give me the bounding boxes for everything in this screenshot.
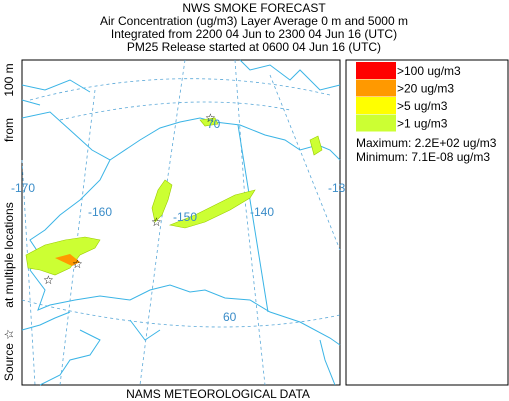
coastline — [319, 339, 336, 386]
meridian — [139, 59, 186, 386]
coastline — [21, 79, 91, 106]
legend: >100 ug/m3 >20 ug/m3 >5 ug/m3 >1 ug/m3 — [356, 62, 461, 132]
legend-minimum: Minimum: 7.1E-08 ug/m3 — [356, 150, 490, 164]
legend-frame — [345, 59, 509, 386]
coastline — [39, 319, 161, 386]
legend-label: >20 ug/m3 — [397, 82, 454, 96]
side-label: Source ☆ — [2, 329, 16, 381]
source-star: ☆ — [151, 215, 162, 229]
smoke-plume — [309, 135, 323, 156]
legend-swatch — [356, 79, 396, 97]
legend-label: >5 ug/m3 — [397, 99, 448, 113]
meridian — [269, 74, 341, 251]
lat-label: 70 — [207, 117, 221, 131]
lon-label: -170 — [11, 181, 35, 195]
subtitle: Integrated from 2200 04 Jun to 2300 04 J… — [111, 27, 397, 41]
title: NWS SMOKE FORECAST — [182, 1, 326, 15]
coastline — [239, 59, 341, 91]
legend-swatch — [356, 62, 396, 79]
parallel — [21, 299, 341, 328]
legend-swatch — [356, 97, 396, 114]
side-label: at multiple locations — [2, 202, 16, 307]
smoke-plume-orange — [55, 254, 80, 266]
source-star: ☆ — [43, 273, 54, 287]
lon-label: -150 — [173, 210, 197, 224]
legend-maximum: Maximum: 2.2E+02 ug/m3 — [356, 136, 497, 150]
smoke-plume — [199, 117, 219, 127]
legend-label: >1 ug/m3 — [397, 117, 448, 131]
lat-label: 60 — [223, 310, 237, 324]
footer: NAMS METEOROLOGICAL DATA — [126, 387, 310, 401]
coastline — [21, 311, 71, 331]
side-label: 100 m — [2, 63, 16, 96]
legend-swatch — [356, 114, 396, 132]
legend-label: >100 ug/m3 — [397, 64, 461, 78]
smoke-plume — [151, 179, 173, 223]
meridian — [21, 159, 36, 386]
lon-label: -140 — [250, 205, 274, 219]
subtitle: Air Concentration (ug/m3) Layer Average … — [100, 14, 408, 28]
lon-label: -160 — [88, 205, 112, 219]
source-star: ☆ — [205, 111, 216, 125]
meridian — [59, 89, 96, 386]
border — [237, 124, 269, 313]
source-star: ☆ — [72, 257, 83, 271]
smoke-plume — [168, 189, 256, 229]
map: ☆ ☆ ☆ ☆ -170 -160 -150 -140 -130 70 60 — [11, 59, 352, 386]
side-label: from — [2, 118, 16, 142]
subtitle: PM25 Release started at 0600 04 Jun 16 (… — [127, 40, 381, 54]
coastline — [21, 111, 341, 346]
parallel — [59, 101, 291, 121]
parallel — [29, 78, 331, 101]
